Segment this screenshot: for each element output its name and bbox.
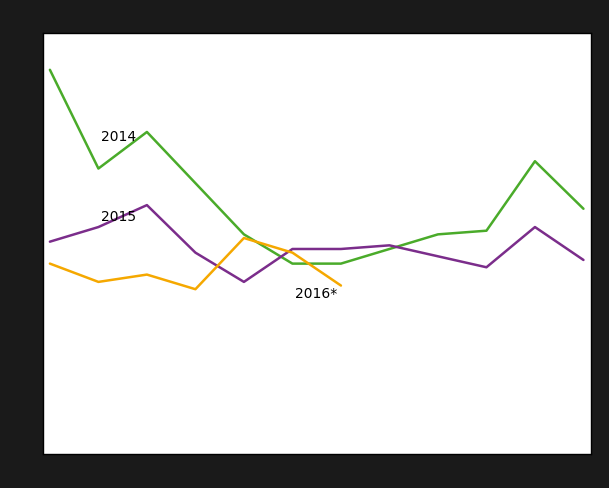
- Text: 2014: 2014: [101, 129, 136, 143]
- Text: 2016*: 2016*: [295, 286, 337, 300]
- Text: 2015: 2015: [101, 210, 136, 224]
